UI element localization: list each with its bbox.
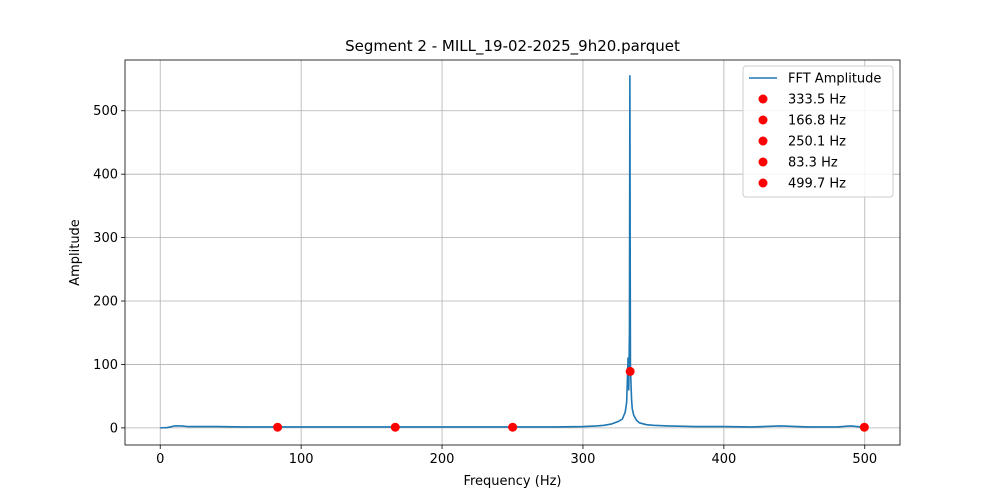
x-tick-label: 200 <box>430 452 455 467</box>
legend-entry-label: 499.7 Hz <box>788 177 846 192</box>
y-axis-title: Amplitude <box>68 219 83 286</box>
legend-entry-label: 250.1 Hz <box>788 135 846 150</box>
y-tick-label: 400 <box>93 168 118 183</box>
chart-title: Segment 2 - MILL_19-02-2025_9h20.parquet <box>345 37 680 56</box>
ticks: 0 100 200 300 400 500 0 100 200 300 400 500 <box>93 104 877 467</box>
legend: FFT Amplitude 333.5 Hz 166.8 Hz 250.1 Hz 83.… <box>742 65 894 198</box>
fft-amplitude-line <box>160 75 865 429</box>
legend-entry-label: 166.8 Hz <box>788 114 846 129</box>
peak-marker <box>508 422 518 432</box>
legend-marker-swatch <box>758 94 768 104</box>
y-tick-label: 300 <box>93 231 118 246</box>
legend-marker-swatch <box>758 157 768 167</box>
y-tick-label: 0 <box>110 421 118 436</box>
x-axis-title: Frequency (Hz) <box>463 474 561 489</box>
legend-entry-label: 83.3 Hz <box>788 156 838 171</box>
x-tick-label: 400 <box>711 452 736 467</box>
axes-frame <box>124 59 901 446</box>
x-tick-label: 300 <box>571 452 596 467</box>
peak-marker <box>390 422 400 432</box>
y-tick-label: 200 <box>93 295 118 310</box>
legend-marker-swatch <box>758 136 768 146</box>
peak-marker <box>859 422 869 432</box>
legend-box <box>742 65 894 198</box>
y-tick-label: 500 <box>93 104 118 119</box>
legend-entry-label: FFT Amplitude <box>788 72 881 87</box>
plot-area <box>160 75 869 432</box>
peak-marker <box>273 422 283 432</box>
x-tick-label: 100 <box>289 452 314 467</box>
peak-marker <box>625 366 635 376</box>
x-tick-label: 500 <box>852 452 877 467</box>
legend-marker-swatch <box>758 178 768 188</box>
y-tick-label: 100 <box>93 358 118 373</box>
x-tick-label: 0 <box>156 452 164 467</box>
legend-entry-label: 333.5 Hz <box>788 93 846 108</box>
legend-marker-swatch <box>758 115 768 125</box>
